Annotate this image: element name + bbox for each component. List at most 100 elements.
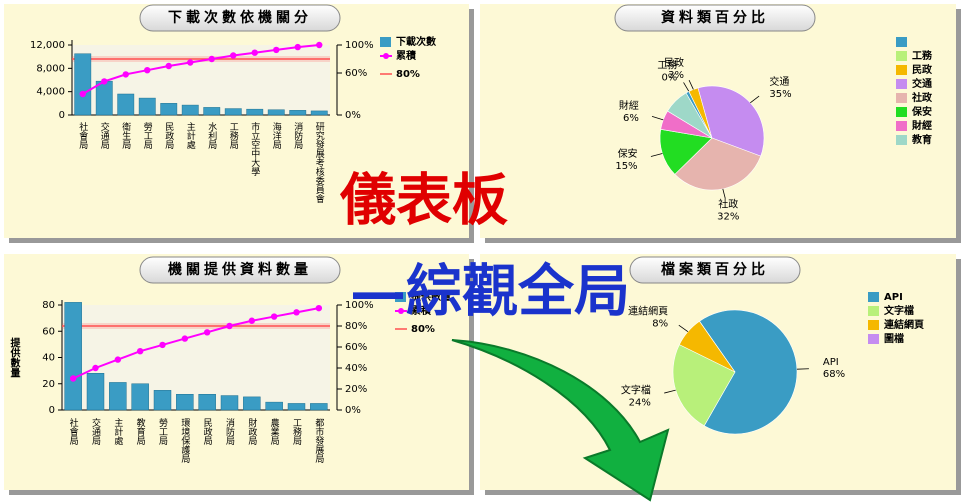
- slice-value: 6%: [623, 113, 639, 124]
- line-dot: [316, 41, 323, 49]
- pie-slice: [672, 344, 736, 427]
- x-tick-label: 都市發展局: [313, 418, 324, 464]
- x-tick-label: 主計處: [112, 417, 123, 446]
- x-tick-label: 勞工局: [142, 121, 153, 150]
- pie-slice: [667, 92, 713, 139]
- x-tick-label: 衛生局: [120, 121, 131, 150]
- legend-label: 圖檔: [884, 332, 904, 345]
- bar: [287, 403, 306, 411]
- bar: [117, 93, 135, 116]
- line-dot: [270, 313, 278, 320]
- line-dot: [144, 67, 151, 74]
- legend-label: 80%: [411, 324, 435, 335]
- bar: [153, 390, 172, 411]
- y-tick-label: 60: [42, 326, 55, 337]
- line-dot: [181, 335, 189, 342]
- slice-label: 保安: [618, 147, 638, 160]
- leader-line: [651, 116, 664, 121]
- legend-label: 教育: [911, 133, 932, 146]
- legend-swatch: [868, 306, 879, 316]
- legend-label: 保安: [911, 105, 932, 118]
- slice-label: 交通: [769, 75, 789, 88]
- bar: [109, 382, 127, 411]
- title-pill: [629, 256, 801, 284]
- line-dot: [293, 309, 300, 316]
- legend-label: API: [884, 292, 903, 303]
- leader-line: [683, 82, 690, 92]
- y2-tick-label: 20%: [345, 384, 367, 395]
- y-tick-label: 40: [42, 353, 55, 364]
- line-dot: [230, 52, 237, 59]
- pie-slice: [659, 128, 713, 175]
- x-tick-label: 勞工局: [157, 417, 168, 446]
- line-dot: [187, 59, 194, 66]
- bar: [310, 403, 328, 411]
- chart-title: 機關提供資料數量: [168, 261, 312, 278]
- line-dot: [92, 364, 99, 372]
- line-dot: [203, 329, 211, 336]
- slice-label: 社政: [718, 197, 738, 210]
- title-pill: [139, 256, 341, 284]
- bar: [160, 103, 178, 116]
- legend-swatch: [896, 37, 907, 47]
- slice-value: 35%: [769, 89, 791, 100]
- x-tick-label: 消防局: [292, 121, 303, 150]
- bar: [181, 104, 199, 116]
- y2-tick-label: 60%: [345, 342, 367, 353]
- legend-swatch: [896, 121, 907, 131]
- x-tick-label: 市立空中大學: [249, 121, 260, 177]
- bar: [198, 394, 216, 411]
- y2-tick-label: 80%: [345, 321, 367, 332]
- x-tick-label: 財政局: [246, 417, 256, 446]
- legend-label: 文字檔: [884, 304, 914, 317]
- x-tick-label: 工務局: [291, 418, 302, 446]
- legend-swatch: [868, 292, 879, 302]
- legend-swatch: [896, 51, 907, 61]
- y-tick-label: 0: [59, 110, 65, 121]
- leader-line: [688, 79, 694, 90]
- pie-slice: [699, 309, 798, 435]
- bar: [138, 97, 156, 116]
- legend-swatch: [896, 65, 907, 75]
- slice-value: 15%: [615, 161, 637, 172]
- bar: [243, 396, 261, 411]
- bar: [310, 110, 328, 116]
- y2-tick-label: 40%: [345, 363, 367, 374]
- x-tick-label: 主計處: [185, 121, 196, 150]
- legend-label: 社政: [911, 91, 933, 104]
- y-tick-label: 12,000: [30, 40, 65, 51]
- legend-swatch: [896, 107, 907, 117]
- legend-label: 下載次數: [396, 35, 436, 48]
- line-dot: [159, 341, 166, 349]
- x-tick-label: 交通局: [99, 121, 110, 150]
- line-dot: [208, 55, 215, 63]
- line-dot: [315, 304, 323, 312]
- leader-line: [722, 188, 726, 199]
- chart-title: 下載次數依機關分: [168, 9, 312, 26]
- bar: [265, 401, 283, 411]
- line-dot: [136, 348, 144, 355]
- bar: [289, 110, 307, 116]
- bar: [267, 109, 285, 116]
- chart-title: 檔案類百分比: [661, 261, 769, 278]
- y-tick-label: 0: [49, 405, 55, 416]
- line-dot: [69, 375, 77, 382]
- y2-tick-label: 100%: [345, 300, 374, 311]
- chart-title: 資料類百分比: [661, 9, 769, 26]
- legend-label: 80%: [396, 69, 420, 80]
- panel: [4, 4, 469, 238]
- plot-area: [62, 305, 330, 410]
- legend-label: 交通: [912, 77, 932, 90]
- slice-label: 連結網頁: [628, 304, 668, 317]
- legend-swatch: [380, 37, 391, 47]
- legend-label: 提供數量: [411, 290, 451, 303]
- slice-value: 32%: [717, 211, 739, 222]
- bar: [176, 394, 194, 411]
- legend-swatch: [395, 292, 406, 302]
- line-dot: [294, 43, 301, 51]
- legend-swatch: [868, 320, 879, 330]
- overlay: 儀表板 —綜觀全局: [339, 168, 670, 502]
- line-dot: [251, 49, 258, 56]
- bar: [246, 108, 264, 116]
- line-dot: [122, 71, 129, 78]
